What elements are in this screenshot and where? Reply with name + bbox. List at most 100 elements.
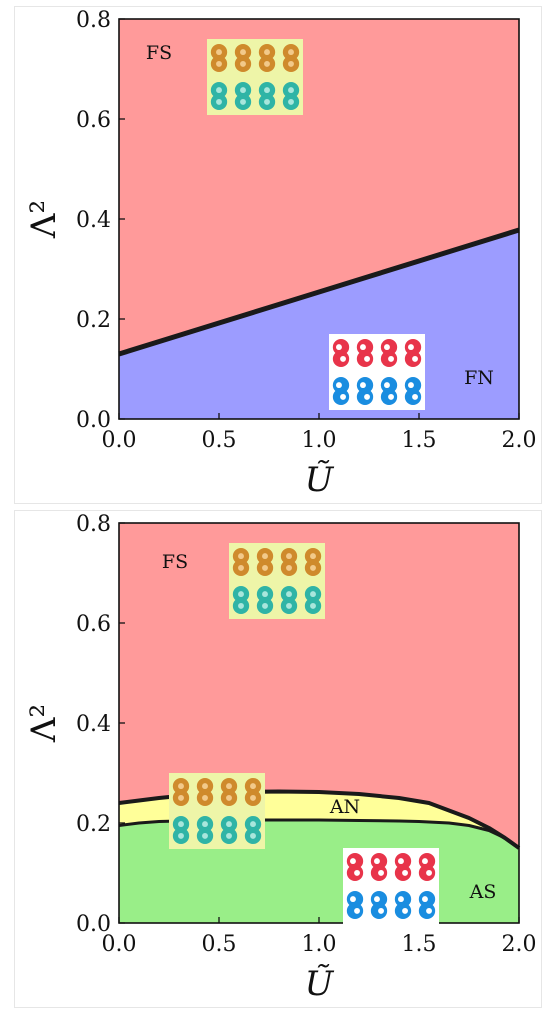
orbital-inset-paired	[207, 39, 303, 115]
region-label-an: AN	[329, 796, 360, 818]
orbital-lobe-hole	[398, 858, 404, 865]
orbital-lobe-hole	[250, 794, 256, 801]
y-tick-label: 0.2	[76, 308, 111, 333]
orbital-lobe-hole	[336, 344, 342, 351]
x-tick-label: 1.0	[302, 428, 337, 453]
orbital-inset-paired	[169, 773, 265, 849]
y-tick-label: 0.8	[76, 512, 111, 537]
y-tick-label: 0.4	[76, 712, 111, 737]
orbital-lobe-hole	[240, 98, 246, 105]
x-tick-label: 2.0	[502, 932, 537, 957]
orbital-lobe-hole	[310, 591, 316, 598]
orbital-lobe-hole	[350, 858, 356, 865]
orbital-lobe-hole	[412, 393, 418, 400]
x-tick-label: 1.0	[302, 932, 337, 957]
orbital-lobe-hole	[388, 355, 394, 362]
orbital-lobe-hole	[216, 98, 222, 105]
orbital-lobe-hole	[286, 564, 292, 571]
orbital-lobe-hole	[426, 907, 432, 914]
phase-diagram-top: 0.0 0.5 1.0 1.5 2.0 0.0 0.2 0.4 0.6 0.8 Ũ Λ² FS FN	[14, 6, 542, 504]
orbital-lobe-hole	[360, 382, 366, 389]
orbital-lobe-hole	[354, 869, 360, 876]
orbital-lobe-hole	[226, 794, 232, 801]
orbital-lobe-hole	[226, 783, 232, 790]
orbital-lobe-hole	[226, 832, 232, 839]
orbital-lobe-hole	[422, 858, 428, 865]
orbital-lobe-hole	[374, 896, 380, 903]
y-axis-label: Λ²	[24, 704, 64, 743]
orbital-lobe-hole	[402, 907, 408, 914]
phase-diagram-bottom-svg: 0.0 0.5 1.0 1.5 2.0 0.0 0.2 0.4 0.6 0.8 Ũ Λ² FS AN AS	[24, 512, 537, 1004]
orbital-lobe-hole	[264, 87, 270, 94]
orbital-lobe-hole	[240, 60, 246, 67]
orbital-lobe-hole	[310, 564, 316, 571]
phase-diagram-top-svg: 0.0 0.5 1.0 1.5 2.0 0.0 0.2 0.4 0.6 0.8 Ũ Λ² FS FN	[24, 8, 537, 500]
orbital-lobe-hole	[202, 832, 208, 839]
orbital-lobe-hole	[264, 49, 270, 56]
phase-diagram-bottom: 0.0 0.5 1.0 1.5 2.0 0.0 0.2 0.4 0.6 0.8 Ũ Λ² FS AN AS	[14, 510, 542, 1008]
orbital-lobe-hole	[288, 60, 294, 67]
orbital-lobe-hole	[364, 355, 370, 362]
orbital-lobe-hole	[178, 821, 184, 828]
orbital-lobe-hole	[264, 60, 270, 67]
y-tick-label: 0.6	[76, 108, 111, 133]
orbital-lobe-hole	[350, 896, 356, 903]
orbital-lobe-hole	[238, 602, 244, 609]
region-label-fs: FS	[162, 551, 188, 573]
orbital-inset-separated	[343, 848, 439, 924]
orbital-lobe-hole	[364, 393, 370, 400]
orbital-lobe-hole	[426, 869, 432, 876]
orbital-lobe-hole	[360, 344, 366, 351]
orbital-lobe-hole	[226, 821, 232, 828]
orbital-lobe-hole	[340, 355, 346, 362]
orbital-lobe-hole	[286, 602, 292, 609]
orbital-lobe-hole	[240, 49, 246, 56]
orbital-lobe-hole	[378, 907, 384, 914]
orbital-lobe-hole	[262, 564, 268, 571]
orbital-lobe-hole	[202, 783, 208, 790]
orbital-lobe-hole	[178, 794, 184, 801]
orbital-lobe-hole	[340, 393, 346, 400]
orbital-lobe-hole	[398, 896, 404, 903]
orbital-lobe-hole	[202, 821, 208, 828]
orbital-lobe-hole	[262, 553, 268, 560]
x-tick-label: 1.5	[402, 932, 437, 957]
x-tick-label: 1.5	[402, 428, 437, 453]
orbital-lobe-hole	[240, 87, 246, 94]
orbital-lobe-hole	[202, 794, 208, 801]
orbital-lobe-hole	[408, 382, 414, 389]
y-tick-label: 0.2	[76, 812, 111, 837]
orbital-lobe-hole	[288, 98, 294, 105]
x-tick-label: 0.5	[202, 932, 237, 957]
orbital-lobe-hole	[238, 591, 244, 598]
orbital-lobe-hole	[262, 591, 268, 598]
orbital-lobe-hole	[310, 553, 316, 560]
x-tick-label: 2.0	[502, 428, 537, 453]
orbital-lobe-hole	[388, 393, 394, 400]
x-tick-label: 0.0	[102, 428, 137, 453]
orbital-lobe-hole	[288, 49, 294, 56]
x-tick-label: 0.5	[202, 428, 237, 453]
orbital-lobe-hole	[384, 382, 390, 389]
region-label-fn: FN	[464, 367, 494, 389]
orbital-lobe-hole	[262, 602, 268, 609]
orbital-lobe-hole	[238, 553, 244, 560]
orbital-lobe-hole	[408, 344, 414, 351]
orbital-lobe-hole	[288, 87, 294, 94]
orbital-lobe-hole	[412, 355, 418, 362]
x-axis-label: Ũ	[305, 963, 335, 1004]
orbital-lobe-hole	[178, 832, 184, 839]
x-axis-label: Ũ	[305, 459, 335, 500]
y-tick-label: 0.4	[76, 208, 111, 233]
y-tick-label: 0.0	[76, 912, 111, 937]
region-label-as: AS	[469, 881, 497, 903]
y-axis-label: Λ²	[24, 200, 64, 239]
orbital-lobe-hole	[216, 87, 222, 94]
orbital-lobe-hole	[310, 602, 316, 609]
x-tick-label: 0.0	[102, 932, 137, 957]
orbital-lobe-hole	[216, 49, 222, 56]
orbital-inset-separated	[329, 334, 425, 410]
orbital-lobe-hole	[250, 821, 256, 828]
y-tick-label: 0.0	[76, 408, 111, 433]
orbital-lobe-hole	[402, 869, 408, 876]
